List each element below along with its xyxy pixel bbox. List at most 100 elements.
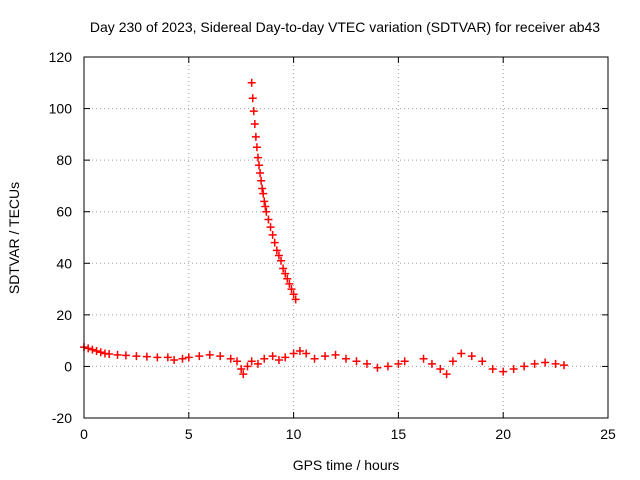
data-point xyxy=(457,349,466,358)
data-point xyxy=(331,350,340,359)
data-point xyxy=(226,354,235,363)
data-point xyxy=(274,355,283,364)
data-point xyxy=(295,346,304,355)
data-point xyxy=(442,370,451,379)
data-point xyxy=(239,370,248,379)
y-axis-label: SDTVAR / TECUs xyxy=(6,182,22,294)
data-point xyxy=(142,352,151,361)
data-point xyxy=(289,290,298,299)
data-point xyxy=(419,354,428,363)
y-tick-label: 40 xyxy=(56,255,72,271)
data-point xyxy=(170,355,179,364)
data-point xyxy=(291,295,300,304)
data-point xyxy=(499,367,508,376)
data-point xyxy=(96,348,105,357)
x-tick-label: 20 xyxy=(495,426,511,442)
data-point xyxy=(509,365,518,374)
data-point xyxy=(448,357,457,366)
data-point xyxy=(237,365,246,374)
data-point xyxy=(400,357,409,366)
y-tick-label: 120 xyxy=(49,49,73,65)
data-point xyxy=(394,359,403,368)
y-tick-label: 80 xyxy=(56,152,72,168)
data-point xyxy=(260,354,269,363)
data-point xyxy=(352,357,361,366)
data-point xyxy=(436,365,445,374)
data-point xyxy=(551,359,560,368)
data-point xyxy=(321,352,330,361)
data-point xyxy=(541,358,550,367)
data-point xyxy=(92,346,101,355)
data-point xyxy=(530,359,539,368)
data-point xyxy=(255,161,264,170)
data-point xyxy=(184,353,193,362)
data-point xyxy=(248,94,257,103)
data-point xyxy=(247,357,256,366)
data-point xyxy=(256,169,265,178)
series-baseline xyxy=(80,343,568,379)
data-point xyxy=(233,357,242,366)
y-axis-ticks: -20 0 20 40 60 80 100 120 xyxy=(49,49,608,426)
y-tick-label: -20 xyxy=(52,410,72,426)
data-point xyxy=(559,361,568,370)
data-point xyxy=(132,352,141,361)
data-point xyxy=(264,215,273,224)
chart-title: Day 230 of 2023, Sidereal Day-to-day VTE… xyxy=(90,19,600,35)
data-point xyxy=(285,279,294,288)
data-point xyxy=(342,354,350,363)
data-point xyxy=(247,78,256,87)
data-point xyxy=(467,352,476,361)
data-point xyxy=(113,350,122,359)
data-point xyxy=(251,132,260,141)
data-point xyxy=(289,349,298,358)
data-point xyxy=(274,251,283,260)
x-tick-label: 5 xyxy=(185,426,193,442)
data-point xyxy=(268,230,277,239)
data-point xyxy=(250,120,259,129)
plot-frame xyxy=(83,56,609,419)
data-point xyxy=(259,189,268,198)
data-point xyxy=(252,143,261,152)
data-point xyxy=(262,207,271,216)
data-point xyxy=(488,365,497,374)
data-point xyxy=(243,362,252,371)
data-point xyxy=(281,269,290,278)
data-point xyxy=(268,352,277,361)
data-point xyxy=(427,359,436,368)
plot-points xyxy=(80,78,568,379)
data-point xyxy=(121,351,130,360)
data-point xyxy=(373,363,382,372)
data-point xyxy=(266,223,275,232)
data-point xyxy=(478,357,487,366)
data-point xyxy=(205,350,214,359)
x-tick-label: 15 xyxy=(391,426,407,442)
data-point xyxy=(195,352,204,361)
y-tick-label: 100 xyxy=(49,101,73,117)
data-point xyxy=(257,176,266,185)
data-point xyxy=(302,349,311,358)
y-tick-label: 20 xyxy=(56,307,72,323)
x-axis-ticks: 0 5 10 15 20 25 xyxy=(80,57,616,442)
data-point xyxy=(520,362,529,371)
data-point xyxy=(362,359,371,368)
data-point xyxy=(88,345,97,354)
data-point xyxy=(105,350,114,359)
y-tick-label: 0 xyxy=(64,358,72,374)
data-point xyxy=(281,353,290,362)
data-point xyxy=(283,274,292,283)
x-axis-label: GPS time / hours xyxy=(293,457,400,473)
data-point xyxy=(253,153,262,162)
data-point xyxy=(270,238,279,247)
data-point xyxy=(258,184,267,193)
y-tick-label: 60 xyxy=(56,204,72,220)
data-point xyxy=(249,107,258,116)
data-point xyxy=(383,362,392,371)
data-point xyxy=(260,197,269,206)
x-tick-label: 25 xyxy=(600,426,616,442)
data-point xyxy=(277,256,286,265)
x-tick-label: 0 xyxy=(80,426,88,442)
data-point xyxy=(178,354,187,363)
data-point xyxy=(310,354,319,363)
